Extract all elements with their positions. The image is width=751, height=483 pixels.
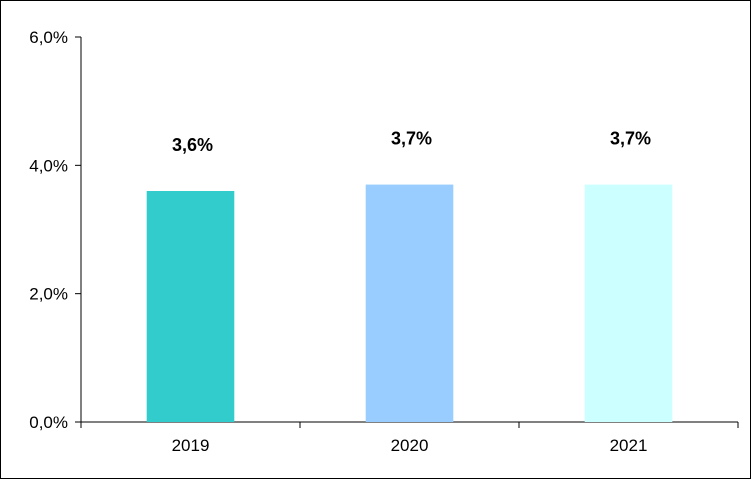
data-label: 3,6% [172,135,213,155]
bar-2021 [584,184,673,422]
y-tick-label: 6,0% [29,28,68,47]
data-label: 3,7% [391,129,432,149]
data-labels: 3,6% 3,7% 3,7% [172,129,651,155]
bar-2020 [365,184,454,422]
data-label: 3,7% [610,129,651,149]
bar-2019 [146,191,235,422]
y-axis: 0,0% 2,0% 4,0% 6,0% [29,28,82,432]
x-tick-label: 2020 [391,436,429,455]
x-tick-label: 2019 [172,436,210,455]
x-tick-label: 2021 [610,436,648,455]
y-tick-label: 4,0% [29,156,68,175]
x-axis: 2019 2020 2021 [80,421,739,455]
bars [146,184,673,422]
y-tick-label: 2,0% [29,285,68,304]
y-tick-label: 0,0% [29,413,68,432]
